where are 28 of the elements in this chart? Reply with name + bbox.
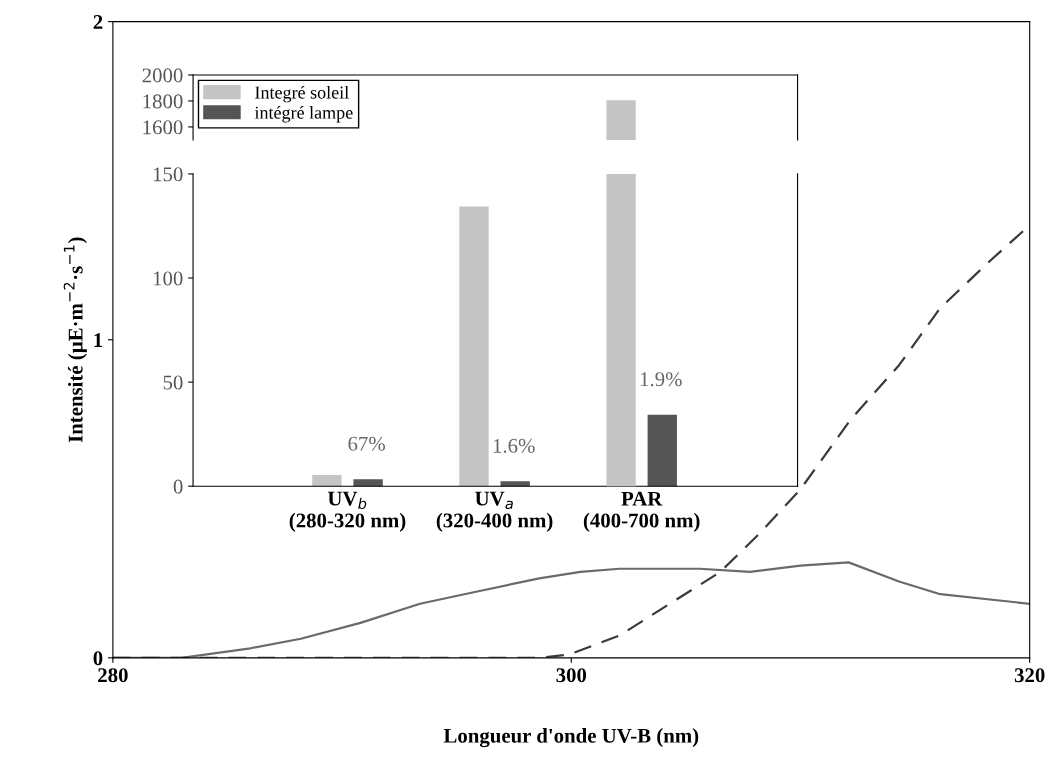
y-tick-label: 1600 xyxy=(143,120,183,135)
y-tick-label: 100 xyxy=(153,271,183,286)
x-tick-label: UV$_{a}$ (320-400 nm) xyxy=(436,491,553,532)
bar xyxy=(647,414,677,487)
x-tick-label: UV$_{b}$ (280-320 nm) xyxy=(289,491,406,532)
bar xyxy=(353,479,383,487)
y-tick-label: 50 xyxy=(163,375,183,390)
legend-label: intégré lampe xyxy=(254,106,353,123)
bar xyxy=(459,206,489,487)
annotation: 67% xyxy=(348,436,386,451)
y-tick-label: 1800 xyxy=(143,94,183,109)
x-tick-label: 280 xyxy=(98,668,128,683)
x-tick-label: 300 xyxy=(556,668,587,683)
bar xyxy=(312,475,342,487)
annotation: 1.9% xyxy=(640,372,682,387)
y-tick-label: 150 xyxy=(153,167,183,182)
y-tick-label: 1 xyxy=(94,333,103,347)
bar xyxy=(500,481,530,487)
x-tick-label: PAR (400-700 nm) xyxy=(583,491,700,532)
y-tick-label: 2 xyxy=(93,15,103,29)
x-tick-label: 320 xyxy=(1014,668,1045,683)
y-tick-label: 0 xyxy=(173,479,183,494)
y-tick-label: 2000 xyxy=(142,68,183,83)
legend-label: Integré soleil xyxy=(255,85,349,103)
x-axis-title: Longueur d'onde UV-B (nm) xyxy=(443,728,699,748)
y-tick-label: 0 xyxy=(93,651,103,666)
annotation: 1.6% xyxy=(493,438,535,453)
y-axis-title: Intensité (µE·m$^{−2}$·s$^{−1}$) xyxy=(63,237,87,443)
